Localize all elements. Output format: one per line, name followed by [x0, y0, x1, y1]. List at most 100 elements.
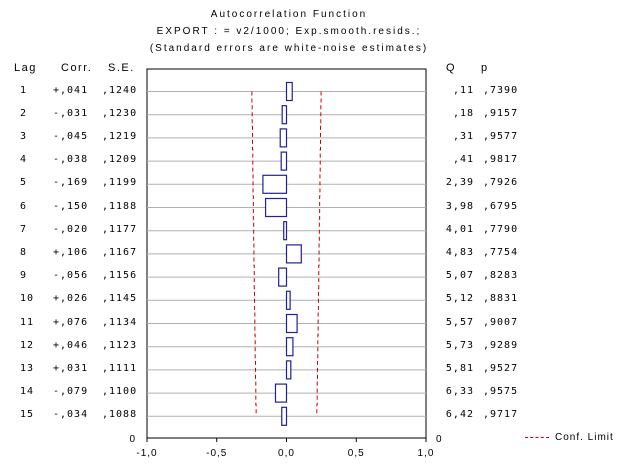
- legend-label: Conf. Limit: [555, 432, 614, 443]
- x-tick-label: 0,5: [348, 448, 365, 459]
- p-value: ,7754: [483, 246, 519, 258]
- q-value: 6,33: [445, 386, 474, 398]
- p-value: ,7390: [483, 84, 519, 96]
- q-value: 3,98: [445, 200, 474, 212]
- corr-value: -,079: [53, 386, 89, 398]
- acf-bar: [278, 267, 288, 287]
- corr-value: +,046: [53, 339, 89, 351]
- lag-value: 9: [20, 270, 28, 282]
- conf-limit-upper: [316, 91, 322, 417]
- q-value: 5,57: [445, 316, 474, 328]
- q-value: ,18: [452, 107, 474, 119]
- corr-value: +,106: [53, 246, 89, 258]
- p-value: ,9289: [483, 339, 519, 351]
- zero-label-left: 0: [129, 434, 135, 445]
- p-value: ,8831: [483, 293, 519, 305]
- lag-value: 7: [20, 223, 28, 235]
- se-value: ,1145: [102, 293, 138, 305]
- corr-value: +,041: [53, 84, 89, 96]
- x-tick-label: 1,0: [418, 448, 435, 459]
- acf-bar: [262, 174, 288, 194]
- se-value: ,1209: [102, 154, 138, 166]
- x-tick-label: -0,5: [206, 448, 227, 459]
- se-value: ,1188: [102, 200, 138, 212]
- p-value: ,9717: [483, 409, 519, 421]
- q-value: 5,81: [445, 362, 474, 374]
- lag-value: 12: [20, 339, 35, 351]
- lag-value: 2: [20, 107, 28, 119]
- corr-value: -,056: [53, 270, 89, 282]
- acf-bar: [285, 81, 293, 102]
- conf-limit-lower: [251, 91, 257, 417]
- lag-value: 8: [20, 246, 28, 258]
- q-value: 4,01: [445, 223, 474, 235]
- se-value: ,1230: [102, 107, 138, 119]
- chart-subtitle-2: (Standard errors are white-noise estimat…: [149, 43, 429, 54]
- se-value: ,1111: [102, 362, 138, 374]
- q-value: 2,39: [445, 177, 474, 189]
- lag-value: 3: [20, 130, 28, 142]
- lag-value: 13: [20, 362, 35, 374]
- q-value: 5,73: [445, 339, 474, 351]
- p-value: ,9817: [483, 154, 519, 166]
- p-value: ,9007: [483, 316, 519, 328]
- lag-value: 1: [20, 84, 28, 96]
- se-value: ,1156: [102, 270, 138, 282]
- se-value: ,1167: [102, 246, 138, 258]
- acf-bar: [285, 244, 302, 264]
- header-corr: Corr.: [61, 62, 93, 74]
- acf-bar: [264, 197, 288, 218]
- q-value: 6,42: [445, 409, 474, 421]
- acf-bar: [283, 221, 288, 241]
- p-value: ,9575: [483, 386, 519, 398]
- corr-value: -,038: [53, 154, 89, 166]
- corr-value: -,031: [53, 107, 89, 119]
- acf-bar: [285, 360, 292, 380]
- corr-value: +,026: [53, 293, 89, 305]
- se-value: ,1100: [102, 386, 138, 398]
- lag-value: 15: [20, 409, 35, 421]
- q-value: 5,12: [445, 293, 474, 305]
- chart-title: Autocorrelation Function: [210, 9, 368, 20]
- lag-value: 11: [20, 316, 35, 328]
- header-se: S.E.: [108, 62, 135, 74]
- lag-value: 14: [20, 386, 35, 398]
- p-value: ,9577: [483, 130, 519, 142]
- se-value: ,1177: [102, 223, 138, 235]
- header-q: Q: [446, 62, 457, 74]
- acf-bar: [281, 105, 288, 125]
- x-tick-label: -1,0: [136, 448, 157, 459]
- corr-value: -,045: [53, 130, 89, 142]
- acf-bar: [280, 151, 288, 171]
- x-tick-label: 0,0: [278, 448, 295, 459]
- lag-value: 4: [20, 154, 28, 166]
- acf-bar: [285, 290, 291, 310]
- se-value: ,1123: [102, 339, 138, 351]
- se-value: ,1134: [102, 316, 138, 328]
- corr-value: +,076: [53, 316, 89, 328]
- acf-bar: [274, 383, 288, 403]
- acf-bar: [285, 313, 298, 334]
- p-value: ,8283: [483, 270, 519, 282]
- se-value: ,1088: [102, 409, 138, 421]
- se-value: ,1199: [102, 177, 138, 189]
- q-value: 4,83: [445, 246, 474, 258]
- zero-label-right: 0: [436, 434, 442, 445]
- q-value: 5,07: [445, 270, 474, 282]
- corr-value: -,034: [53, 409, 89, 421]
- corr-value: +,031: [53, 362, 89, 374]
- p-value: ,9527: [483, 362, 519, 374]
- chart-subtitle-1: EXPORT : = v2/1000; Exp.smooth.resids.;: [156, 26, 422, 37]
- p-value: ,7790: [483, 223, 519, 235]
- q-value: ,31: [452, 130, 474, 142]
- acf-bar: [281, 406, 288, 426]
- lag-value: 5: [20, 177, 28, 189]
- p-value: ,6795: [483, 200, 519, 212]
- header-p: p: [481, 62, 489, 74]
- acf-bar: [285, 337, 294, 357]
- se-value: ,1240: [102, 84, 138, 96]
- se-value: ,1219: [102, 130, 138, 142]
- q-value: ,11: [452, 84, 474, 96]
- corr-value: -,020: [53, 223, 89, 235]
